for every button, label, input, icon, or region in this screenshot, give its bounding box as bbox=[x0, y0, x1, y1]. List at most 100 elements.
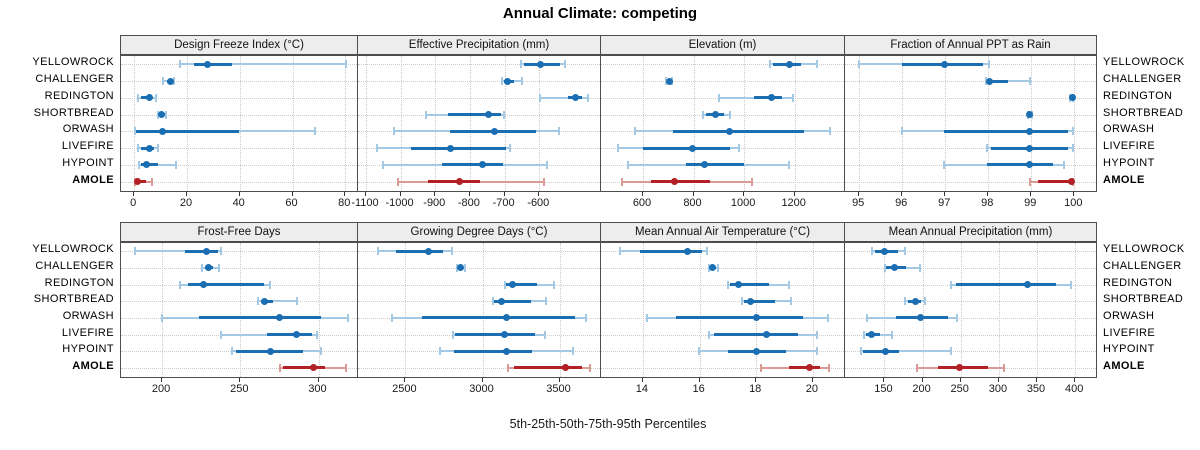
median-dot bbox=[1068, 178, 1076, 186]
median-dot bbox=[752, 347, 760, 355]
whisker-cap bbox=[313, 127, 316, 136]
median-dot bbox=[700, 161, 708, 169]
median-dot bbox=[786, 60, 794, 68]
median-dot bbox=[203, 60, 211, 68]
whisker-cap bbox=[160, 313, 163, 322]
tick-mark bbox=[404, 378, 406, 382]
median-dot bbox=[1069, 94, 1077, 102]
vgridline bbox=[239, 56, 241, 191]
vgridline bbox=[469, 56, 471, 191]
panel-title: Mean Annual Precipitation (mm) bbox=[888, 226, 1053, 238]
whisker-cap bbox=[346, 313, 349, 322]
whisker-cap bbox=[1062, 160, 1065, 169]
median-dot bbox=[508, 281, 516, 289]
tick-label: 98 bbox=[981, 197, 994, 209]
tick-mark bbox=[1036, 378, 1037, 382]
median-dot bbox=[133, 178, 141, 186]
hgridline bbox=[358, 81, 600, 83]
hgridline bbox=[358, 97, 600, 99]
whisker-cap bbox=[179, 280, 182, 289]
whisker-cap bbox=[503, 280, 506, 289]
whisker-cap bbox=[563, 60, 566, 69]
whisker-cap bbox=[826, 313, 829, 322]
iqr-line bbox=[188, 283, 265, 287]
whisker-cap bbox=[815, 347, 818, 356]
vgridline bbox=[400, 56, 402, 191]
whisker-cap bbox=[218, 263, 221, 272]
median-dot bbox=[158, 111, 166, 119]
median-dot bbox=[537, 60, 545, 68]
whisker-cap bbox=[161, 77, 164, 86]
hgridline bbox=[845, 148, 1096, 150]
whisker-cap bbox=[545, 160, 548, 169]
hgridline bbox=[601, 367, 844, 369]
hgridline bbox=[845, 251, 1096, 253]
median-dot bbox=[266, 347, 274, 355]
hgridline bbox=[121, 367, 357, 369]
whisker-cap bbox=[859, 347, 862, 356]
vgridline bbox=[960, 243, 962, 377]
whisker-cap bbox=[376, 247, 379, 256]
hgridline bbox=[601, 284, 844, 286]
site-label-right: REDINGTON bbox=[1103, 276, 1173, 289]
tick-label: 3000 bbox=[469, 383, 494, 395]
whisker-line bbox=[135, 250, 221, 253]
tick-mark bbox=[399, 192, 401, 196]
site-label-left: REDINGTON bbox=[44, 89, 114, 102]
whisker-cap bbox=[156, 144, 159, 153]
tick-label: 350 bbox=[1026, 383, 1046, 395]
vgridline bbox=[187, 56, 188, 191]
whisker-cap bbox=[816, 60, 819, 69]
vgridline bbox=[482, 243, 484, 377]
hgridline bbox=[601, 251, 844, 253]
site-label-left: CHALLENGER bbox=[35, 259, 114, 272]
median-dot bbox=[916, 314, 924, 322]
whisker-cap bbox=[137, 144, 139, 153]
hgridline bbox=[121, 81, 357, 83]
median-dot bbox=[1026, 161, 1034, 169]
hgridline bbox=[121, 181, 357, 183]
whisker-cap bbox=[544, 330, 547, 339]
whisker-cap bbox=[737, 144, 740, 153]
whisker-cap bbox=[137, 93, 139, 102]
median-dot bbox=[503, 314, 511, 322]
vgridline bbox=[162, 243, 164, 377]
median-dot bbox=[204, 264, 212, 272]
iqr-line bbox=[410, 146, 507, 150]
median-dot bbox=[867, 331, 875, 339]
panel bbox=[357, 242, 601, 378]
iqr-line bbox=[448, 113, 502, 117]
median-dot bbox=[734, 281, 742, 289]
site-label-right: CHALLENGER bbox=[1103, 259, 1182, 272]
iqr-line bbox=[987, 79, 1009, 83]
tick-mark bbox=[997, 378, 999, 382]
whisker-cap bbox=[256, 297, 259, 306]
hgridline bbox=[358, 64, 600, 66]
site-label-right: LIVEFIRE bbox=[1103, 326, 1156, 339]
tick-mark bbox=[692, 192, 694, 196]
iqr-line bbox=[642, 146, 731, 150]
iqr-line bbox=[673, 129, 804, 133]
tick-mark bbox=[291, 192, 293, 196]
tick-mark bbox=[239, 378, 241, 382]
site-label-right: ORWASH bbox=[1103, 309, 1155, 322]
whisker-cap bbox=[452, 330, 455, 339]
tick-mark bbox=[743, 192, 745, 196]
panel-title: Growing Degree Days (°C) bbox=[410, 226, 548, 238]
whisker-cap bbox=[425, 110, 428, 119]
whisker-cap bbox=[572, 347, 575, 356]
whisker-cap bbox=[918, 263, 921, 272]
whisker-cap bbox=[586, 93, 589, 102]
vgridline bbox=[693, 56, 695, 191]
panel bbox=[600, 242, 845, 378]
whisker-cap bbox=[791, 93, 794, 102]
hgridline bbox=[601, 81, 844, 83]
whisker-cap bbox=[865, 313, 868, 322]
whisker-cap bbox=[345, 363, 348, 372]
panel-strip: Effective Precipitation (mm) bbox=[357, 35, 601, 55]
vgridline bbox=[1074, 56, 1076, 191]
iqr-line bbox=[650, 180, 710, 184]
whisker-cap bbox=[492, 297, 495, 306]
iqr-line bbox=[862, 349, 900, 353]
tick-mark bbox=[538, 192, 540, 196]
